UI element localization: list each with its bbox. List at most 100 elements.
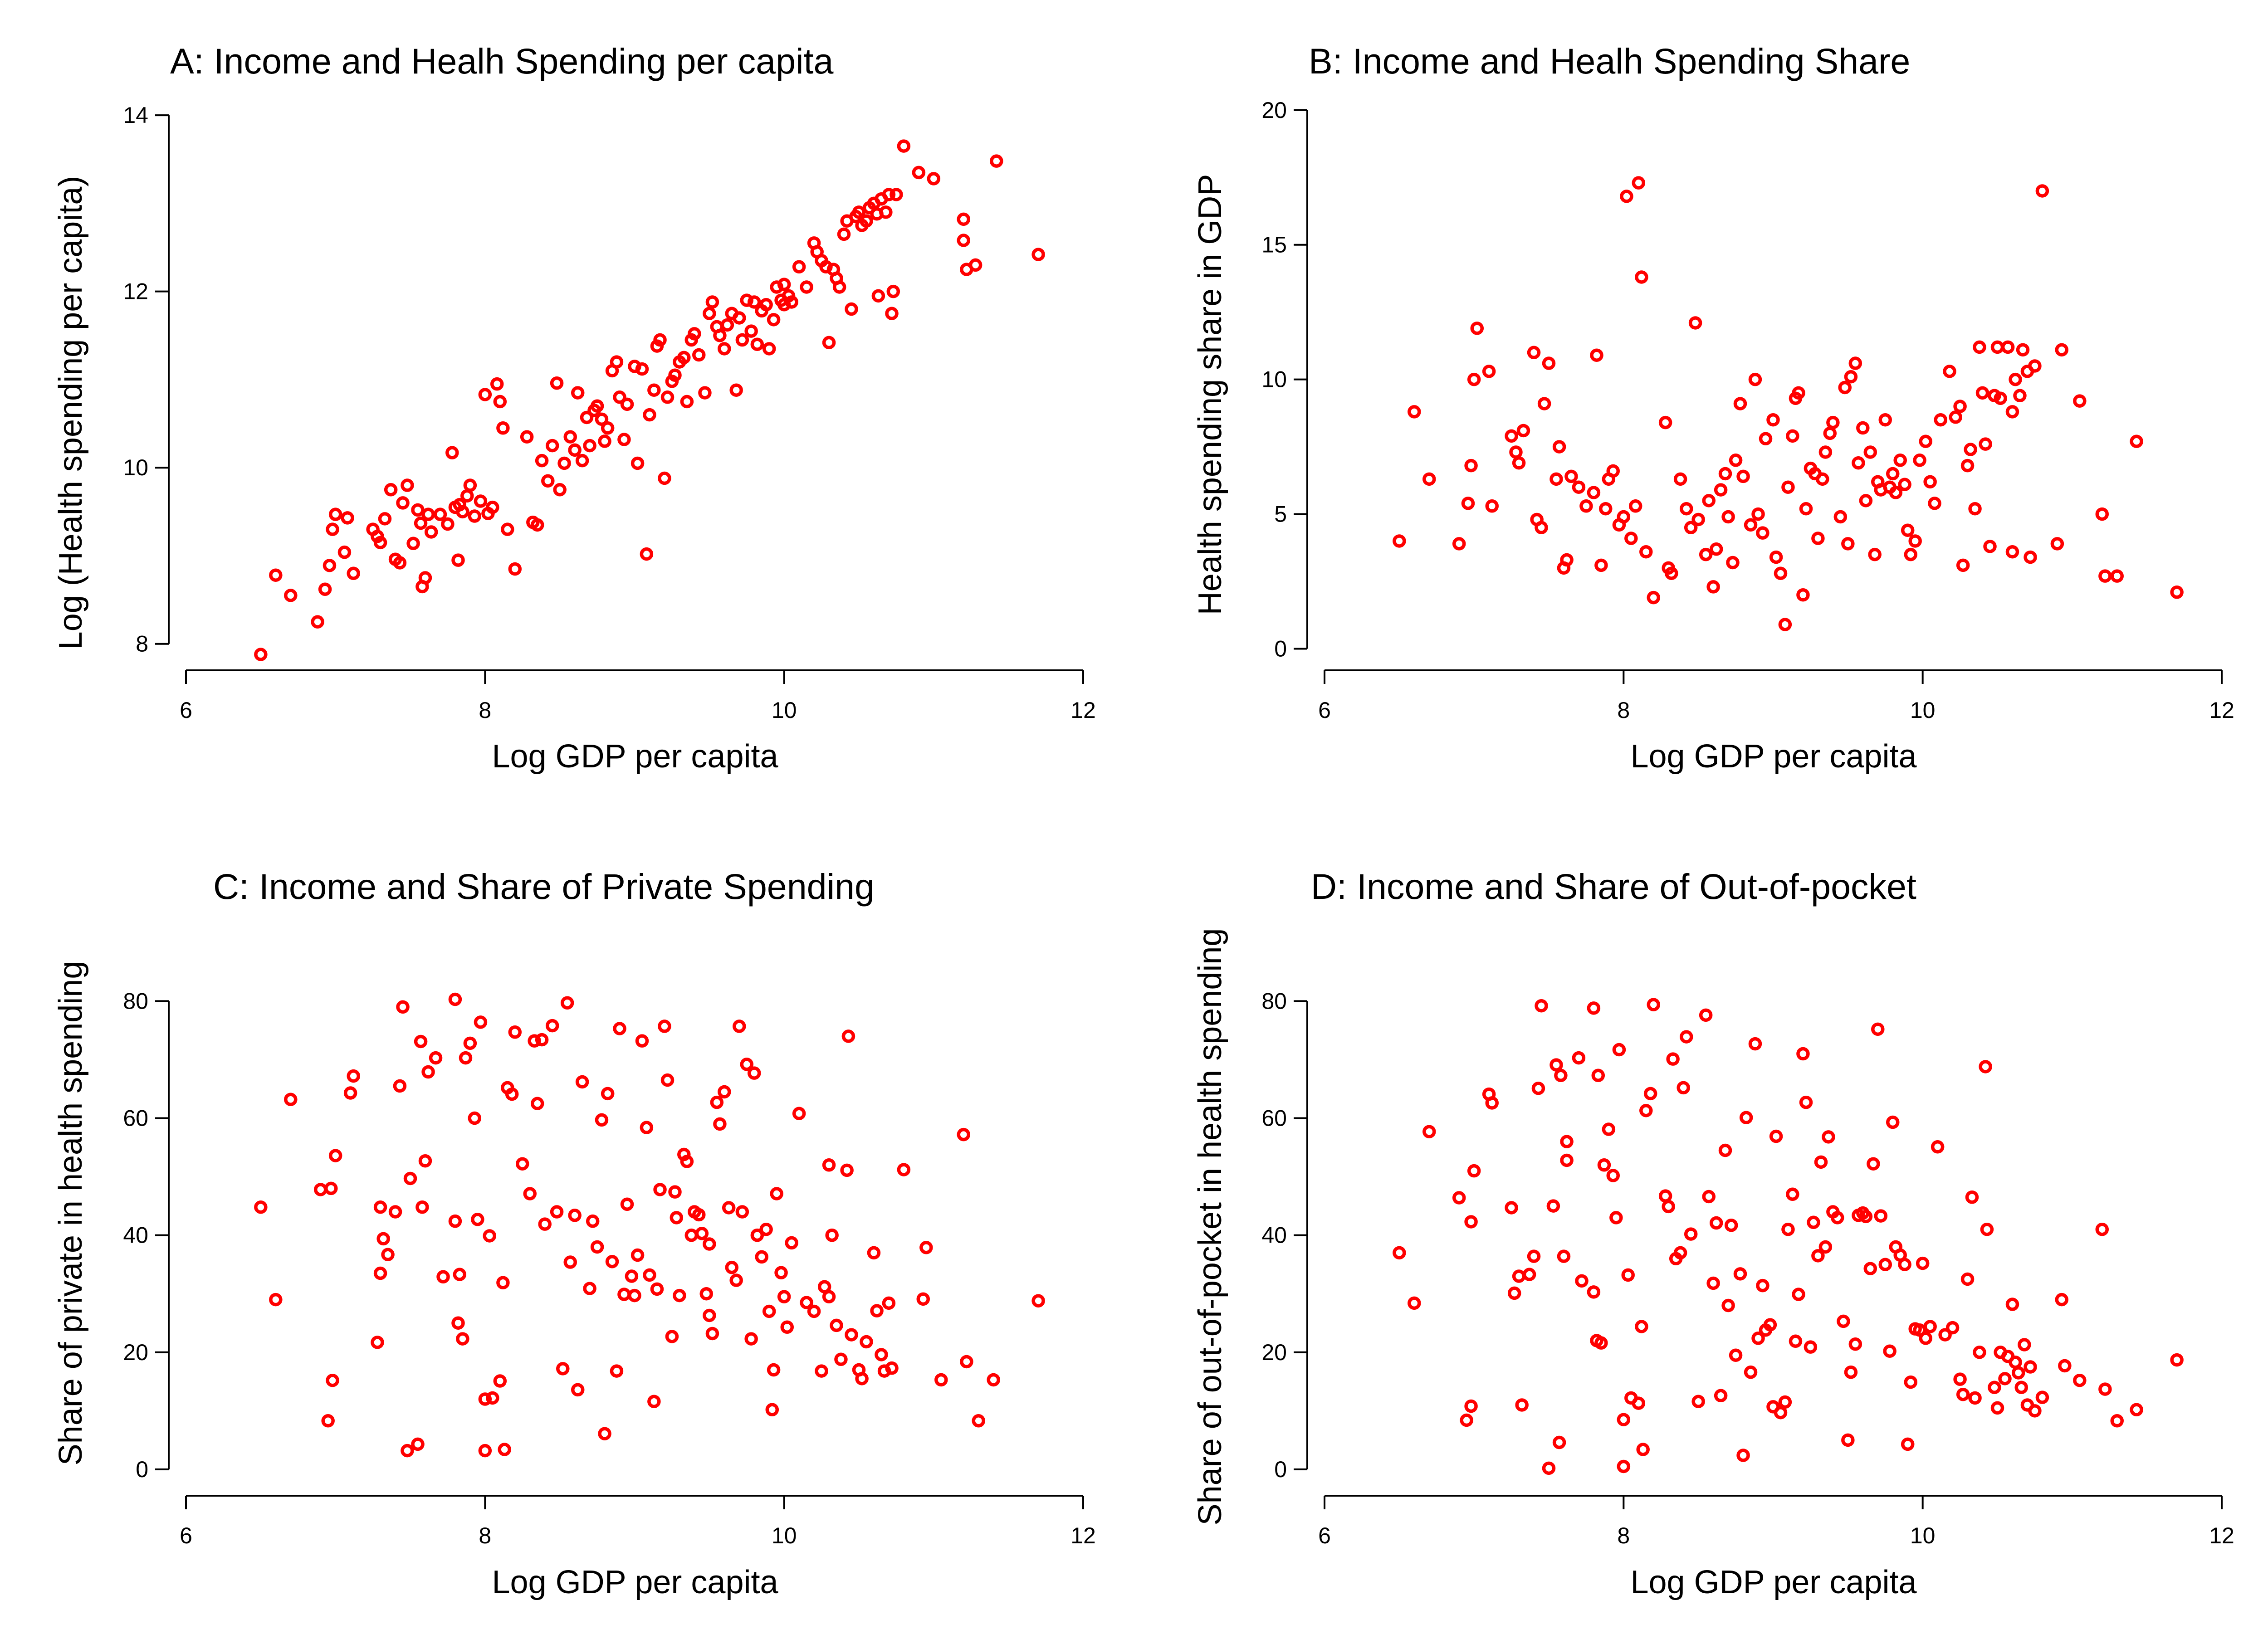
panel-a-data-point (718, 342, 731, 356)
panel-b-data-point (1647, 590, 1661, 605)
panel-b-data-point (1826, 415, 1840, 429)
panel-c-data-point (759, 1222, 773, 1236)
panel-a-data-point (535, 454, 549, 468)
panel-c-data-point (841, 1029, 855, 1043)
panel-d-data-point (1871, 1022, 1885, 1036)
panel-d-data-point (1886, 1115, 1900, 1129)
panel-a-data-point (750, 337, 764, 351)
panel-a-data-point (740, 293, 753, 307)
panel-d-data-point (1706, 1276, 1720, 1290)
panel-c-y-tick-label: 60 (123, 1106, 148, 1131)
panel-a-data-point (927, 172, 941, 185)
panel-b-points (1393, 176, 2184, 631)
panel-b-data-point (1898, 478, 1911, 492)
panel-d-data-point (2170, 1353, 2184, 1367)
panel-c-ticks: 0 20 40 60 80 6 8 10 12 (123, 988, 1095, 1548)
panel-a-data-point (411, 503, 425, 517)
panel-b-data-point (2095, 507, 2109, 521)
panel-d-data-point (1844, 1365, 1858, 1379)
panel-d-data-point (1515, 1398, 1529, 1412)
panel-a-data-point (879, 205, 893, 219)
panel-a-data-point (595, 412, 609, 426)
panel-d-data-point (1733, 1267, 1747, 1281)
panel-c-data-point (755, 1250, 768, 1264)
panel-a-data-point (493, 395, 507, 409)
panel-c-data-point (725, 1260, 739, 1274)
panel-d-data-point (1612, 1043, 1626, 1057)
panel-b-data-point (1639, 545, 1653, 559)
panel-c-data-point (516, 1157, 529, 1171)
panel-c-data-point (762, 1304, 776, 1318)
panel-a-data-point (747, 295, 761, 309)
panel-d-data-point (1639, 1103, 1653, 1117)
panel-a-points (254, 139, 1045, 661)
panel-d-data-point (1587, 1001, 1601, 1015)
panel-a-data-point (583, 439, 596, 453)
panel-a-data-point (800, 280, 813, 294)
panel-d-data-point (1916, 1256, 1930, 1270)
panel-c-data-point (770, 1187, 783, 1200)
panel-b-data-point (1893, 454, 1907, 467)
panel-c-data-point (660, 1073, 675, 1087)
panel-b-data-point (1956, 558, 1970, 572)
panel-c-data-point (505, 1087, 519, 1101)
panel-c-data-point (321, 1414, 335, 1428)
panel-c-data-point (284, 1093, 298, 1106)
panel-c-y-tick-label: 0 (136, 1457, 148, 1482)
panel-b-data-point (1482, 365, 1496, 378)
panel-a-y-tick-label: 12 (123, 279, 148, 304)
panel-b-data-point (2055, 343, 2069, 357)
panel-d-data-point (2130, 1403, 2143, 1417)
panel-b-data-point (1452, 537, 1466, 551)
panel-b-data-point (1844, 370, 1858, 384)
panel-d-data-point (1527, 1249, 1541, 1263)
panel-d-data-point (2098, 1382, 2112, 1396)
panel-a-data-point (486, 500, 499, 514)
panel-c-data-point (882, 1296, 896, 1310)
panel-b-data-point (1934, 413, 1947, 427)
panel-d-data-point (1464, 1215, 1478, 1229)
panel-d-data-point (1938, 1328, 1952, 1342)
panel-a-data-point (318, 582, 332, 596)
panel-b-data-point (1859, 494, 1873, 507)
panel-c-data-point (478, 1392, 492, 1406)
panel-a-data-point (284, 589, 298, 602)
panel-d-data-point (1990, 1401, 2004, 1415)
panel-b-data-point (1620, 190, 1633, 203)
panel-c-data-point (885, 1361, 899, 1375)
panel-d-data-point (1778, 1395, 1792, 1409)
panel-c-data-point (523, 1187, 537, 1200)
panel-c-data-point (807, 1304, 821, 1318)
panel-b-data-point (1838, 381, 1852, 395)
panel-a-data-point (575, 454, 589, 468)
panel-d-data-point (1602, 1122, 1616, 1136)
panel-c-data-point (463, 1036, 477, 1050)
panel-b-data-point (1527, 346, 1541, 360)
panel-a-data-point (885, 307, 899, 320)
panel-d-data-point (1677, 1081, 1690, 1095)
panel-a-data-point (845, 302, 858, 316)
panel-c-title: C: Income and Share of Private Spending (213, 866, 875, 907)
panel-b-data-point (1943, 365, 1956, 378)
panel-d-data-point (1724, 1218, 1738, 1232)
panel-b-data-point (1594, 558, 1608, 572)
panel-b-y-tick-label: 5 (1274, 502, 1287, 527)
panel-a-data-point (441, 517, 455, 531)
panel-b-data-point (1635, 270, 1648, 284)
panel-d-data-point (1709, 1216, 1723, 1230)
panel-b-data-point (1908, 534, 1922, 548)
panel-c-data-point (628, 1288, 641, 1303)
panel-a-data-point (550, 376, 564, 390)
panel-b-data-point (1658, 415, 1672, 429)
panel-b-data-point (2170, 585, 2184, 599)
panel-a-data-point (396, 496, 410, 510)
panel-c-data-point (625, 1269, 639, 1283)
panel-b-data-point (2013, 389, 2027, 403)
panel-a-data-point (474, 494, 488, 508)
panel-c-data-point (373, 1200, 387, 1214)
panel-b-x-tick-label: 6 (1318, 698, 1331, 723)
panel-a-data-point (613, 390, 626, 404)
panel-a-ticks: 8 10 12 14 6 8 10 12 (123, 102, 1095, 723)
panel-b-data-point (1552, 440, 1566, 454)
panel-a-data-point (668, 368, 682, 382)
